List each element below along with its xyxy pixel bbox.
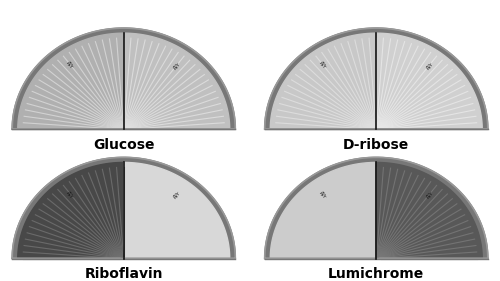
Text: Riboflavin: Riboflavin [84,267,163,281]
Polygon shape [18,162,124,259]
Text: R/r: R/r [66,190,75,199]
Text: L16: L16 [457,156,488,171]
Polygon shape [12,28,235,129]
Text: R/r: R/r [66,60,75,70]
Text: R/r: R/r [318,190,328,199]
Text: L16: L16 [457,27,488,42]
Text: Lumichrome: Lumichrome [328,267,424,281]
Polygon shape [12,157,235,259]
Text: R16: R16 [12,27,45,42]
Text: R/r: R/r [172,60,182,70]
Polygon shape [376,162,482,259]
Text: D-ribose: D-ribose [343,138,409,152]
Polygon shape [270,162,376,259]
Text: R16: R16 [12,156,45,171]
Polygon shape [18,33,124,129]
Text: R16: R16 [264,156,298,171]
Text: R16: R16 [264,27,298,42]
Text: R/r: R/r [318,60,328,70]
Text: R/r: R/r [425,190,434,199]
Text: R/r: R/r [425,60,434,70]
Polygon shape [376,33,482,129]
Polygon shape [264,28,488,129]
Text: L16: L16 [204,156,236,171]
Text: L16: L16 [204,27,236,42]
Polygon shape [124,33,230,129]
Polygon shape [270,33,376,129]
Polygon shape [124,162,230,259]
Text: R/r: R/r [172,190,182,199]
Polygon shape [264,157,488,259]
Text: Glucose: Glucose [93,138,154,152]
